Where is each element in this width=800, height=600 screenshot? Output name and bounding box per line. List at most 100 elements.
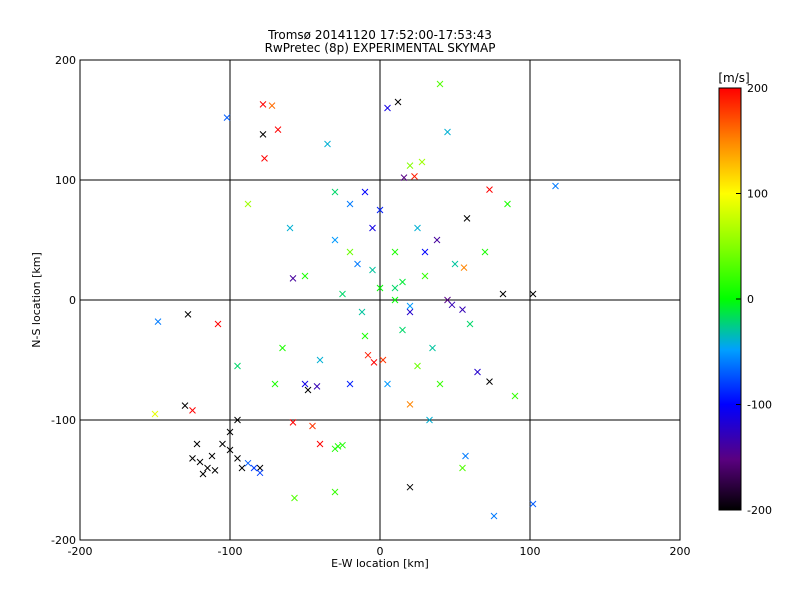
data-point-cross [459,306,466,313]
data-point-cross [291,494,298,502]
data-point-cross [301,272,309,280]
data-point-cross [331,236,339,244]
data-point-cross [499,290,507,298]
data-point-cross [463,215,471,222]
data-point-cross [486,378,493,385]
data-point-cross [331,188,339,196]
data-point-cross [244,459,252,467]
data-point-cross [418,158,426,166]
plot-grid [80,60,680,540]
y-tick-label: 100 [55,174,76,187]
data-point-cross [313,383,321,390]
colorbar-label: [m/s] [718,71,749,85]
data-point-cross [331,488,339,496]
y-tick-label: 0 [69,294,76,307]
data-point-cross [406,401,414,408]
data-point-cross [451,260,459,268]
data-point-cross [459,464,466,472]
data-point-cross [462,452,469,460]
data-point-cross [234,362,241,370]
data-point-cross [226,446,234,454]
data-point-cross [304,386,312,394]
data-point-cross [189,455,196,462]
data-point-cross [324,140,331,148]
data-point-cross [346,248,354,256]
data-point-cross [399,278,406,286]
data-point-cross [474,368,481,376]
data-point-cross [529,290,537,298]
data-point-cross [189,407,196,414]
data-point-cross [331,445,339,453]
data-point-cross [289,275,297,282]
data-point-cross [394,98,402,106]
colorbar-ticks: 200 100 0 -100 -200 [736,82,772,517]
data-point-cross [358,308,366,316]
data-point-cross [399,326,406,334]
data-point-cross [511,392,519,400]
y-tick-label: -200 [51,534,76,547]
chart-title-line1: Tromsø 20141120 17:52:00-17:53:43 [267,28,492,42]
y-axis-label: N-S location [km] [30,252,43,348]
x-tick-label: 100 [520,545,541,558]
data-point-cross [481,248,489,256]
data-point-cross [361,332,369,340]
data-point-cross [406,302,414,310]
data-point-cross [448,301,456,309]
data-point-cross [391,284,399,292]
colorbar-tick-label: -200 [747,504,772,517]
data-point-cross [426,416,433,424]
data-point-cross [369,224,376,232]
data-point-cross [460,264,468,271]
data-point-cross [421,248,429,256]
data-point-cross [204,464,211,472]
colorbar-tick-label: -100 [747,399,772,412]
x-tick-label: 0 [377,545,384,558]
data-point-cross [316,440,324,448]
data-point-cross [391,248,399,256]
data-point-cross [316,356,324,364]
x-tick-label: -100 [218,545,243,558]
data-point-cross [406,308,414,316]
x-tick-label: 200 [670,545,691,558]
data-point-cross [384,104,391,112]
data-point-cross [268,102,276,109]
data-point-cross [339,441,346,449]
data-point-cross [486,186,493,193]
data-point-cross [529,500,537,508]
x-tick-label: -200 [68,545,93,558]
data-point-cross [286,224,294,232]
data-point-cross [346,380,354,388]
data-point-cross [354,260,361,268]
data-point-cross [379,356,387,364]
colorbar-tick-label: 200 [747,82,768,95]
data-point-cross [466,320,474,328]
data-point-cross [346,200,354,208]
data-point-cross [238,464,246,472]
data-point-cross [309,422,316,430]
x-axis-label: E-W location [km] [331,557,429,570]
data-point-cross [196,458,204,466]
data-point-cross [244,200,252,208]
data-point-cross [400,174,408,181]
data-point-cross [376,206,384,214]
data-point-cross [256,464,264,472]
data-point-cross [433,236,441,244]
data-point-cross [223,114,231,121]
data-point-cross [436,380,444,388]
data-point-cross [376,284,384,292]
data-point-cross [250,464,258,472]
data-point-cross [261,155,268,162]
data-point-cross [259,131,267,138]
data-point-cross [184,311,192,318]
data-point-cross [364,351,372,359]
data-points [151,80,559,520]
data-point-cross [369,266,376,274]
data-point-cross [444,128,451,136]
data-point-cross [199,470,207,478]
axis-ticks: -200 -100 0 100 200 -200 -100 0 100 200 [51,54,690,558]
data-point-cross [211,467,219,474]
colorbar-tick-label: 100 [747,188,768,201]
data-point-cross [384,380,391,388]
data-point-cross [339,290,346,298]
